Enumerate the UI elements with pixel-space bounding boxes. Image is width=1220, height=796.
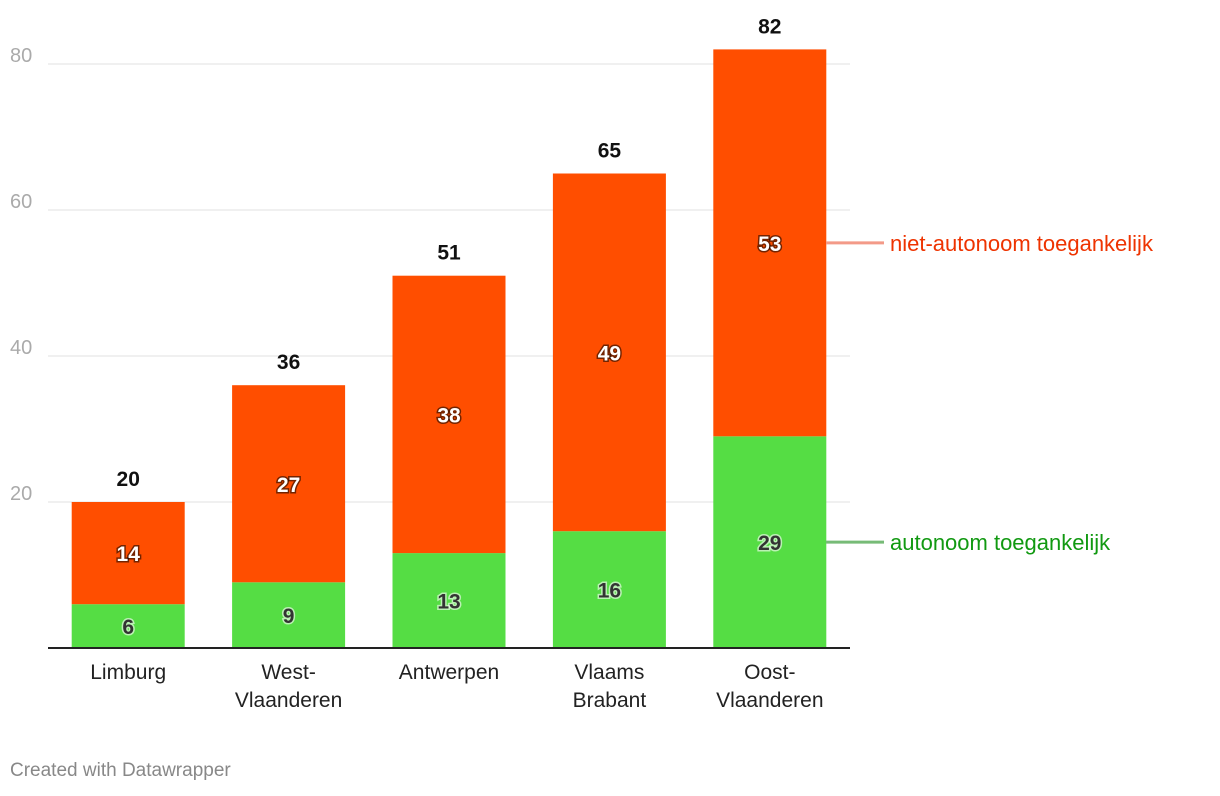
bar-segment-autonoom bbox=[713, 436, 827, 648]
bar-segment-autonoom bbox=[552, 531, 666, 648]
legend-label-niet-autonoom: niet-autonoom toegankelijk bbox=[890, 231, 1154, 256]
bar-segment-niet-autonoom bbox=[392, 275, 506, 554]
data-labels: 6 14 20 9 27 36 13 38 51 16 49 65 29 53 82 bbox=[115, 15, 783, 640]
segment-value-label: 6 bbox=[122, 616, 134, 639]
x-tick-label: Limburg bbox=[90, 661, 166, 684]
footer-credit: Created with Datawrapper bbox=[10, 760, 231, 781]
x-tick-label: Antwerpen bbox=[399, 661, 499, 684]
segment-value-label: 14 bbox=[117, 543, 141, 566]
total-value-label: 82 bbox=[758, 15, 781, 38]
total-value-label: 20 bbox=[117, 468, 140, 491]
bar-segment-niet-autonoom bbox=[713, 49, 827, 437]
segment-value-label: 27 bbox=[277, 474, 300, 497]
x-axis: Limburg West-Vlaanderen Antwerpen Vlaams Bra… bbox=[48, 647, 850, 712]
legend: autonoom toegankelijk niet-autonoom toega… bbox=[826, 231, 1154, 555]
segment-value-label: 38 bbox=[437, 404, 461, 427]
bar-segment-autonoom bbox=[71, 604, 185, 648]
segment-value-label: 9 bbox=[283, 605, 295, 628]
total-value-label: 51 bbox=[437, 242, 461, 265]
x-tick-label: Vlaams Brabant bbox=[573, 661, 647, 712]
segment-value-label: 13 bbox=[437, 591, 460, 614]
segment-value-label: 53 bbox=[758, 233, 781, 256]
y-tick-label: 80 bbox=[10, 45, 32, 67]
bar-segment-niet-autonoom bbox=[232, 385, 346, 583]
y-tick-label: 60 bbox=[10, 191, 32, 213]
segment-value-label: 29 bbox=[758, 532, 781, 555]
segment-value-label: 49 bbox=[598, 342, 621, 365]
bar-segment-autonoom bbox=[392, 553, 506, 648]
bar-segment-niet-autonoom bbox=[71, 502, 185, 605]
bar-segment-autonoom bbox=[232, 582, 346, 648]
y-tick-label: 40 bbox=[10, 337, 32, 359]
segment-value-label: 16 bbox=[598, 580, 621, 603]
bars bbox=[71, 49, 827, 648]
total-value-label: 65 bbox=[598, 140, 622, 163]
total-value-label: 36 bbox=[277, 351, 300, 374]
x-tick-label: Oost-Vlaanderen bbox=[716, 661, 823, 712]
bar-segment-niet-autonoom bbox=[552, 173, 666, 532]
legend-label-autonoom: autonoom toegankelijk bbox=[890, 530, 1111, 555]
x-tick-label: West-Vlaanderen bbox=[235, 661, 342, 712]
y-tick-label: 20 bbox=[10, 483, 32, 505]
